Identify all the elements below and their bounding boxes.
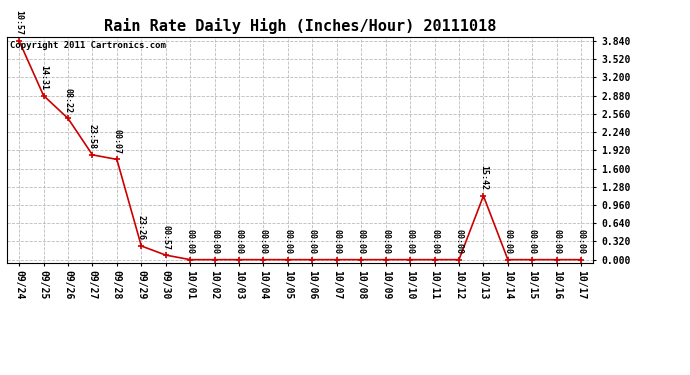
Title: Rain Rate Daily High (Inches/Hour) 20111018: Rain Rate Daily High (Inches/Hour) 20111… xyxy=(104,18,496,33)
Text: 00:00: 00:00 xyxy=(210,229,219,254)
Text: 00:00: 00:00 xyxy=(406,229,415,254)
Text: 10:57: 10:57 xyxy=(14,10,23,35)
Text: 00:00: 00:00 xyxy=(552,229,561,254)
Text: 23:58: 23:58 xyxy=(88,124,97,149)
Text: 00:07: 00:07 xyxy=(112,129,121,154)
Text: 15:42: 15:42 xyxy=(479,165,488,190)
Text: 23:26: 23:26 xyxy=(137,215,146,240)
Text: 00:00: 00:00 xyxy=(430,229,439,254)
Text: 00:00: 00:00 xyxy=(455,229,464,254)
Text: 00:00: 00:00 xyxy=(381,229,390,254)
Text: 00:00: 00:00 xyxy=(528,229,537,254)
Text: 00:57: 00:57 xyxy=(161,225,170,249)
Text: 00:00: 00:00 xyxy=(357,229,366,254)
Text: Copyright 2011 Cartronics.com: Copyright 2011 Cartronics.com xyxy=(10,41,166,50)
Text: 14:31: 14:31 xyxy=(39,65,48,90)
Text: 00:00: 00:00 xyxy=(259,229,268,254)
Text: 00:00: 00:00 xyxy=(186,229,195,254)
Text: 00:00: 00:00 xyxy=(333,229,342,254)
Text: 00:00: 00:00 xyxy=(308,229,317,254)
Text: 00:00: 00:00 xyxy=(235,229,244,254)
Text: 00:00: 00:00 xyxy=(504,229,513,254)
Text: 00:00: 00:00 xyxy=(284,229,293,254)
Text: 08:22: 08:22 xyxy=(63,88,72,113)
Text: 00:00: 00:00 xyxy=(577,229,586,254)
